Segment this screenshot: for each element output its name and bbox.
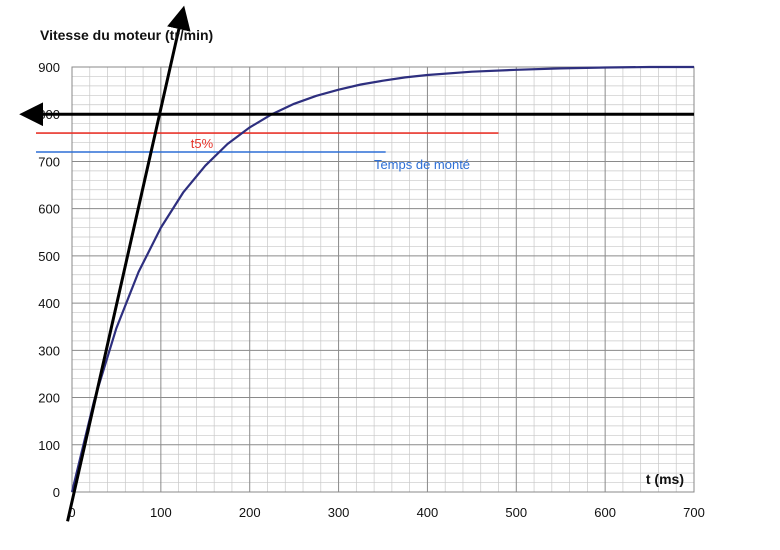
x-tick-label: 300 [328, 505, 350, 520]
annotation-lines: t5% Temps de monté [36, 132, 499, 172]
y-tick-label: 200 [38, 391, 60, 406]
major-grid [71, 66, 695, 493]
annotation-label: Temps de monté [374, 157, 470, 172]
y-tick-label: 500 [38, 249, 60, 264]
x-tick-label: 400 [417, 505, 439, 520]
x-tick-label: 500 [505, 505, 527, 520]
y-tick-label: 700 [38, 154, 60, 169]
minor-grid [72, 67, 694, 492]
y-tick-label: 100 [38, 438, 60, 453]
x-axis-title: t (ms) [646, 471, 684, 487]
y-tick-label: 900 [38, 60, 60, 75]
y-axis-title: Vitesse du moteur (tr/min) [40, 27, 213, 43]
x-tick-label: 100 [150, 505, 172, 520]
x-tick-label: 600 [594, 505, 616, 520]
y-tick-label: 300 [38, 343, 60, 358]
x-tick-label: 0 [68, 505, 75, 520]
y-tick-label: 400 [38, 296, 60, 311]
x-tick-label: 200 [239, 505, 261, 520]
x-tick-label: 700 [683, 505, 705, 520]
series-line [70, 65, 694, 493]
plot-frame [71, 66, 695, 493]
annotation-label: t5% [191, 136, 214, 151]
y-tick-labels: 0100200300400500600700800900 [38, 60, 60, 500]
overlay-lines [19, 5, 694, 522]
y-tick-label: 0 [53, 485, 60, 500]
y-tick-label: 600 [38, 202, 60, 217]
series-group [70, 65, 694, 493]
tangent-arrow [66, 5, 191, 522]
x-tick-labels: 0 100 200 300 400 500 600 700 [68, 505, 704, 520]
